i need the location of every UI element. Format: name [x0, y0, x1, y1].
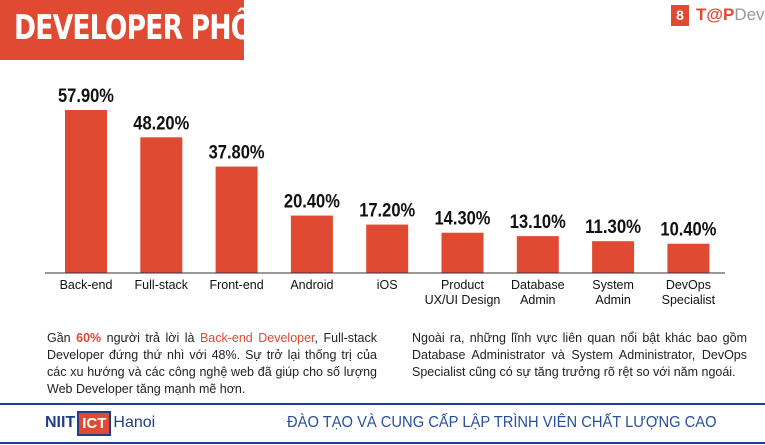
- niit-ict-logo: NIIT ICT Hanoi: [45, 408, 155, 438]
- bar: [366, 224, 409, 273]
- data-label: 20.40%: [284, 192, 340, 213]
- bar: [215, 166, 258, 273]
- footer-tagline: ĐÀO TẠO VÀ CUNG CẤP LẬP TRÌNH VIÊN CHẤT …: [287, 414, 717, 431]
- page-number: 8: [671, 5, 689, 26]
- bar: [592, 241, 635, 273]
- category-label: Admin: [520, 293, 555, 307]
- data-label: 14.30%: [435, 209, 491, 230]
- footer-divider-bottom: [0, 442, 765, 444]
- bar: [290, 215, 333, 273]
- data-label: 57.90%: [58, 86, 114, 107]
- paragraph-left: Gần 60% người trả lời là Back-end Develo…: [47, 331, 377, 396]
- data-label: 11.30%: [585, 217, 641, 238]
- data-label: 37.80%: [209, 143, 265, 164]
- paragraph-right: Ngoài ra, những lĩnh vực liên quan nổi b…: [412, 331, 747, 379]
- category-label: Back-end: [60, 278, 113, 292]
- category-label: iOS: [377, 278, 398, 292]
- bar: [65, 110, 107, 273]
- footer-divider-top: [0, 403, 765, 405]
- category-label: Full-stack: [135, 278, 189, 292]
- bar-chart: 57.90% Back-end 48.20% Full-stack 37.80% Fron…: [45, 86, 725, 307]
- category-label: Product: [441, 278, 485, 292]
- category-label: Front-end: [209, 278, 263, 292]
- page-title: DEVELOPER PHỔ BIẾN: [14, 8, 329, 48]
- data-label: 17.20%: [359, 201, 415, 222]
- data-label: 48.20%: [133, 113, 189, 134]
- category-label: Specialist: [662, 293, 716, 307]
- title-banner: DEVELOPER PHỔ BIẾN: [0, 0, 329, 60]
- topdev-logo: T@PDev: [696, 5, 765, 24]
- category-label: DevOps: [666, 278, 711, 292]
- bar: [667, 243, 710, 273]
- bar: [516, 236, 559, 273]
- bar: [140, 137, 183, 273]
- category-label: UX/UI Design: [425, 293, 501, 307]
- data-label: 10.40%: [660, 220, 716, 241]
- bar: [441, 232, 484, 273]
- category-label: Android: [290, 278, 333, 292]
- category-label: Database: [511, 278, 565, 292]
- data-label: 13.10%: [510, 212, 566, 233]
- category-label: Admin: [595, 293, 630, 307]
- category-label: System: [592, 278, 634, 292]
